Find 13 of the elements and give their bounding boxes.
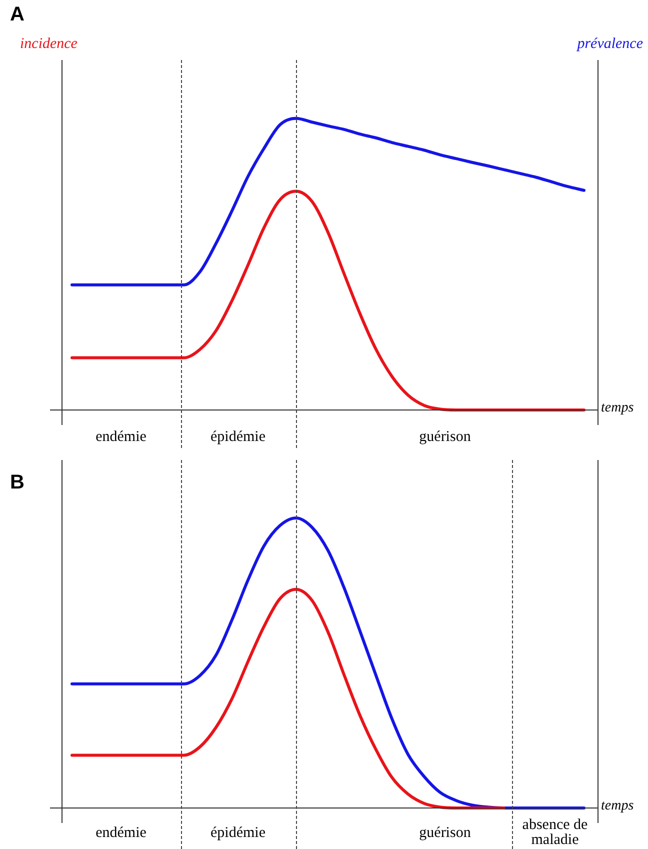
text: incidence (20, 36, 78, 52)
chart-title: B (10, 472, 24, 494)
text: épidémie (210, 429, 266, 445)
text: endémie (94, 825, 148, 841)
text: endémie (94, 429, 148, 445)
text: guérison (418, 825, 472, 841)
text: prévalence (576, 36, 644, 52)
text: guérison (418, 429, 472, 445)
x-axis-title: temps (601, 400, 634, 416)
text: absence de maladie (521, 817, 589, 848)
x-axis-title: temps (601, 798, 634, 814)
text: épidémie (210, 825, 266, 841)
chart-title: A (10, 4, 24, 26)
